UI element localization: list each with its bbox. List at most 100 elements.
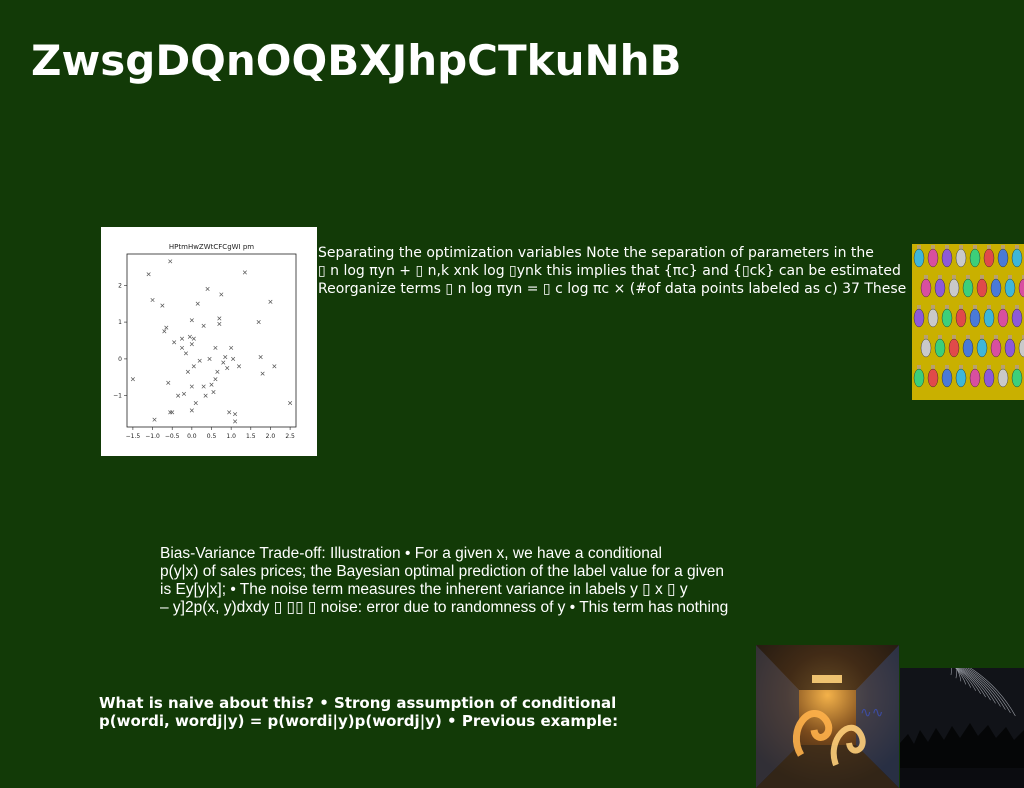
ornament-cap <box>1015 245 1019 249</box>
ornament <box>941 248 953 268</box>
ornament <box>941 308 953 328</box>
data-point <box>179 336 185 341</box>
data-point <box>191 364 196 369</box>
ornament-cap <box>980 335 984 339</box>
data-point <box>233 419 238 424</box>
ornament-cap <box>987 365 991 369</box>
ornament-cap <box>973 365 977 369</box>
tunnel-image: ∿∿ <box>756 645 899 788</box>
star-trail <box>960 668 996 704</box>
ornament-cap <box>924 275 928 279</box>
ornament <box>990 338 1002 358</box>
ornament-cap <box>994 275 998 279</box>
ornament-cap <box>1022 275 1024 279</box>
ornament-cap <box>952 335 956 339</box>
data-point <box>168 410 173 415</box>
ornament <box>941 368 953 388</box>
ornament <box>962 338 974 358</box>
data-point <box>181 391 187 396</box>
data-point <box>211 389 216 395</box>
data-point <box>189 342 194 347</box>
y-tick-label: 2 <box>118 282 122 289</box>
paragraph-naive-bayes: What is naive about this? • Strong assum… <box>99 694 619 730</box>
star-trail <box>955 668 977 691</box>
ornament <box>920 278 932 298</box>
ornament <box>997 368 1009 388</box>
data-point <box>217 316 222 321</box>
data-point <box>213 345 218 350</box>
ornaments-photo <box>913 245 1024 388</box>
data-point <box>272 364 277 369</box>
ornament <box>913 308 925 328</box>
scatter-chart: HPtmHwZWtCFCgWI pm −1.5 −1.0 −0.5 0.0 0.5 1.0 1… <box>101 227 317 456</box>
ornament-cap <box>917 245 921 249</box>
star-trail <box>957 668 986 698</box>
ornament-cap <box>924 335 928 339</box>
ornament-cap <box>938 335 942 339</box>
ornament <box>976 338 988 358</box>
data-point <box>288 401 293 406</box>
ornament <box>955 248 967 268</box>
data-point <box>227 410 232 415</box>
data-point <box>185 369 190 374</box>
night-sky-photo <box>900 668 1024 788</box>
ornament-cap <box>945 365 949 369</box>
x-tick-label: 2.0 <box>266 433 276 440</box>
data-point <box>258 355 263 360</box>
data-point <box>160 303 165 308</box>
ornament <box>927 248 939 268</box>
ornament <box>1018 278 1024 298</box>
ornament <box>1011 308 1023 328</box>
star-trail <box>955 668 967 685</box>
ornament <box>934 338 946 358</box>
chart-title: HPtmHwZWtCFCgWI pm <box>169 243 254 251</box>
data-point <box>170 410 175 415</box>
svg-text:∿∿: ∿∿ <box>860 705 883 721</box>
ornament <box>969 308 981 328</box>
ornament-cap <box>959 245 963 249</box>
ornament-cap <box>931 365 935 369</box>
ornament-cap <box>945 245 949 249</box>
ornament <box>948 278 960 298</box>
ornament-cap <box>1015 365 1019 369</box>
data-point <box>219 292 224 297</box>
ornament <box>983 248 995 268</box>
ornament-cap <box>1015 305 1019 309</box>
data-point <box>172 340 177 345</box>
x-tick-label: 1.0 <box>226 433 236 440</box>
data-point <box>189 318 194 323</box>
ornament-cap <box>931 245 935 249</box>
x-tick-label: −1.5 <box>126 433 141 440</box>
ornament-cap <box>945 305 949 309</box>
data-point <box>197 358 202 363</box>
ornament <box>1018 338 1024 358</box>
ornament-cap <box>966 335 970 339</box>
star-trail <box>958 668 991 701</box>
data-point <box>150 297 155 303</box>
star-trail <box>956 668 981 695</box>
data-point <box>152 417 157 422</box>
data-point <box>187 334 192 339</box>
ornament-cap <box>973 245 977 249</box>
data-point <box>146 272 151 277</box>
data-point <box>229 345 234 350</box>
ornament-cap <box>1022 335 1024 339</box>
night-sky-image <box>900 668 1024 788</box>
ornament <box>948 338 960 358</box>
tunnel-photo: ∿∿ <box>756 645 899 788</box>
data-point <box>221 360 226 365</box>
ornament <box>976 278 988 298</box>
ornament-cap <box>1001 365 1005 369</box>
star-trail <box>962 668 1001 707</box>
ornament-cap <box>987 245 991 249</box>
paragraph-optimization: Separating the optimization variables No… <box>318 245 907 297</box>
ornament <box>997 308 1009 328</box>
ornament-cap <box>917 365 921 369</box>
ornament <box>927 368 939 388</box>
data-point <box>179 345 185 350</box>
data-point <box>201 384 206 389</box>
ornament <box>955 308 967 328</box>
data-point <box>164 325 169 330</box>
data-point <box>130 377 135 382</box>
x-tick-label: 0.5 <box>207 433 217 440</box>
